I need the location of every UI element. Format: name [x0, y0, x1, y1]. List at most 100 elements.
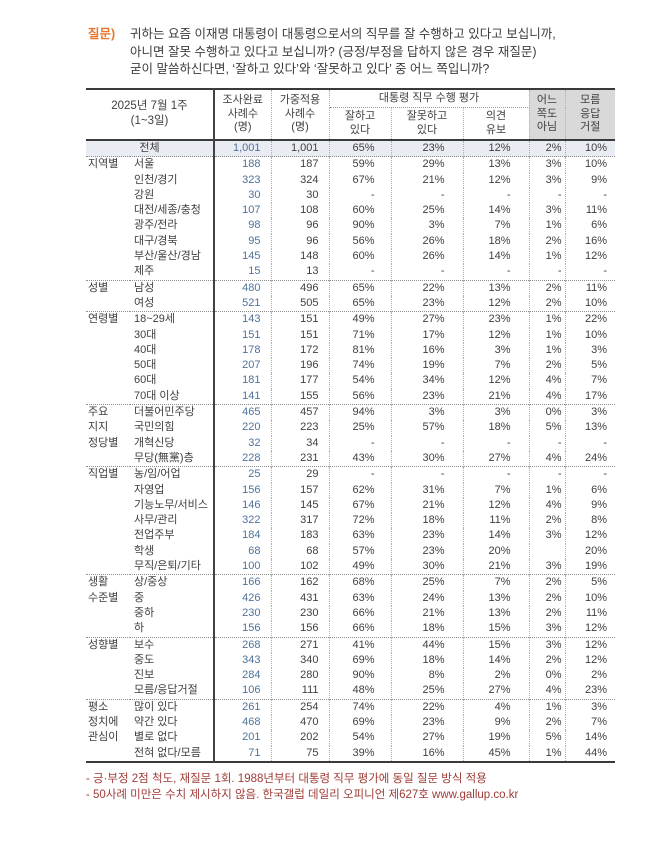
cell-completed-count: 25 [214, 466, 272, 483]
cell-refused: 14% [584, 731, 608, 744]
cell-disapprove: 44% [391, 636, 464, 653]
footnote-2: - 50사례 미만은 수치 제시하지 않음. 한국갤럽 데일리 오피니언 제62… [86, 788, 519, 801]
table-row: 주요 지지 정당별 더불어민주당 465 457 94% 3% 3% 0% 3% [86, 404, 616, 467]
cell-completed-count: 106 [214, 683, 272, 700]
cell-refused: 5% [591, 359, 608, 372]
cell-refused: 2% [591, 669, 608, 682]
cell-completed-count: 207 [214, 358, 272, 374]
table-row: 개혁신당 32 34- - - - - [86, 435, 615, 451]
cell-neither: 1% [529, 311, 566, 328]
group-label: 성별 [86, 279, 130, 312]
cell-neither: - [529, 264, 566, 281]
cell-disapprove: 27% [391, 730, 464, 746]
cell-reserved: 20% [463, 543, 530, 560]
cell-disapprove: 31% [391, 482, 464, 498]
cell-neither: 5% [529, 420, 566, 436]
cell-approve: 74% [329, 698, 392, 715]
cell-reserved: - [463, 435, 530, 451]
cell-weighted-count: 187 [271, 156, 330, 173]
cell-completed-count: 1,001 [214, 140, 272, 157]
table-row: 대전/세종/충청 107 108 60% 25% 14% 3% 11% [86, 203, 615, 219]
group-label: 생활 수준별 [86, 574, 130, 637]
cell-refused: 6% [591, 219, 608, 232]
cell-completed-count: 343 [214, 652, 272, 669]
cell-approve: 60% [329, 203, 392, 219]
cell-approve: 68% [329, 574, 392, 591]
cell-neither [529, 543, 566, 560]
cell-weighted-count: 156 [271, 621, 330, 637]
cell-completed-count: 480 [214, 279, 272, 296]
table-row: 중 426 431 63% 24% 13% 2% 10% [86, 590, 615, 606]
cell-refused: 11% [565, 279, 616, 296]
cell-approve: 43% [329, 450, 392, 467]
cell-refused: 11% [585, 606, 608, 619]
cell-neither: 1% [529, 482, 566, 498]
cell-disapprove: - [391, 187, 464, 204]
cell-refused: - [603, 188, 608, 201]
cell-completed-count: 465 [214, 404, 272, 421]
cell-completed-count: 228 [214, 450, 272, 467]
header-reserved: 의견 유보 [463, 107, 530, 140]
cell-weighted-count: 470 [271, 714, 330, 731]
cell-completed-count: 268 [214, 636, 272, 653]
table-row: 광주/전라 98 96 90% 3% 7% 1% 6% [86, 218, 615, 234]
cell-approve: 63% [329, 590, 392, 606]
cell-refused: 6% [591, 483, 608, 496]
row-label: 50대 [130, 358, 216, 374]
cell-refused: 12% [584, 653, 608, 666]
table-row: 부산/울산/경남 145 148 60% 26% 14% 1% 12% [86, 249, 615, 265]
cell-completed-count: 426 [214, 590, 272, 606]
cell-reserved: 13% [463, 279, 530, 296]
table-row: 인천/경기 323 324 67% 21% 12% 3% 9% [86, 172, 615, 188]
cell-neither: 2% [529, 140, 566, 157]
cell-refused: 44% [584, 746, 608, 759]
cell-neither: 0% [529, 668, 566, 684]
cell-neither: 2% [529, 605, 566, 622]
cell-disapprove: 18% [391, 652, 464, 669]
cell-neither: 3% [529, 156, 566, 173]
cell-disapprove: 25% [391, 574, 464, 591]
cell-neither: 2% [529, 574, 566, 591]
cell-reserved: 15% [463, 621, 530, 637]
cell-refused: 12% [584, 622, 608, 635]
cell-reserved: 13% [463, 590, 530, 606]
cell-completed-count: 95 [214, 233, 272, 250]
cell-refused: 7% [591, 715, 608, 728]
cell-neither: 1% [529, 218, 566, 234]
table-row: 기능노무/서비스 146 145 67% 21% 12% 4% 9% [86, 497, 615, 514]
cell-reserved: 13% [463, 605, 530, 622]
table-row: 국민의힘 220 223 25% 57% 18% 5% 13% [86, 420, 615, 436]
row-label: 무직/은퇴/기타 [130, 559, 216, 575]
cell-neither: 2% [529, 590, 566, 606]
cell-neither: 4% [529, 450, 566, 467]
group-label: 지역별 [86, 156, 130, 281]
cell-approve: - [329, 187, 392, 204]
row-label: 약간 있다 [130, 714, 216, 731]
cell-weighted-count: 202 [271, 730, 330, 746]
cell-disapprove: 23% [391, 528, 464, 544]
cell-reserved: 27% [463, 683, 530, 700]
cell-refused: 13% [584, 421, 608, 434]
cell-disapprove: 17% [391, 327, 464, 343]
cell-reserved: 12% [463, 327, 530, 343]
cell-neither: 0% [529, 404, 566, 421]
cell-neither: 3% [529, 528, 566, 544]
cell-reserved: 21% [463, 559, 530, 575]
cell-neither: - [529, 435, 566, 451]
table-row: 지역별 서울 188 187 59% 29% 13% 3% 10% [86, 156, 616, 281]
cell-disapprove: 8% [391, 668, 464, 684]
cell-weighted-count: 34 [271, 435, 330, 451]
cell-refused: 10% [584, 328, 608, 341]
row-label: 인천/경기 [130, 172, 216, 188]
cell-weighted-count: 230 [271, 605, 330, 622]
cell-disapprove: 27% [391, 311, 464, 328]
row-label: 전업주부 [130, 528, 216, 544]
cell-weighted-count: 505 [271, 295, 330, 312]
cell-completed-count: 156 [214, 621, 272, 637]
cell-reserved: 45% [463, 745, 530, 762]
cell-disapprove: - [391, 466, 464, 483]
table-row: 성향별 보수 268 271 41% 44% 15% 3% 12% [86, 636, 616, 700]
row-label: 60대 [130, 373, 216, 389]
cell-completed-count: 98 [214, 218, 272, 234]
cell-refused: 3% [591, 343, 608, 356]
